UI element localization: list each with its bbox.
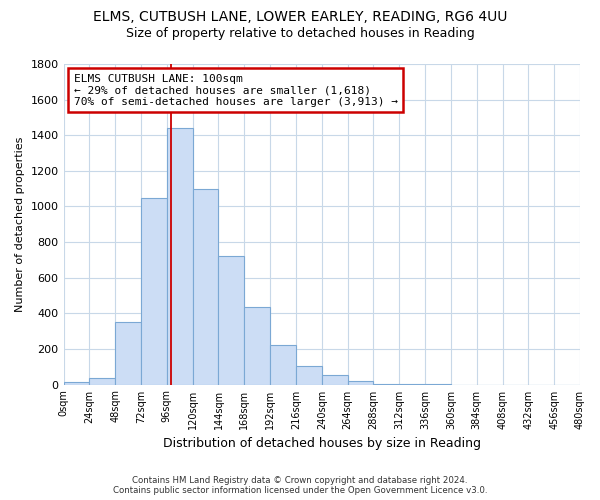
Bar <box>141 198 167 384</box>
Bar <box>167 128 193 384</box>
Bar <box>347 381 373 384</box>
Bar <box>270 346 296 385</box>
Bar <box>244 307 270 384</box>
Bar <box>115 322 141 384</box>
Text: Contains HM Land Registry data © Crown copyright and database right 2024.
Contai: Contains HM Land Registry data © Crown c… <box>113 476 487 495</box>
Y-axis label: Number of detached properties: Number of detached properties <box>15 136 25 312</box>
Bar <box>193 188 218 384</box>
Text: ELMS, CUTBUSH LANE, LOWER EARLEY, READING, RG6 4UU: ELMS, CUTBUSH LANE, LOWER EARLEY, READIN… <box>93 10 507 24</box>
Bar <box>89 378 115 384</box>
X-axis label: Distribution of detached houses by size in Reading: Distribution of detached houses by size … <box>163 437 481 450</box>
Bar <box>218 256 244 384</box>
Bar <box>64 382 89 384</box>
Bar <box>296 366 322 384</box>
Text: ELMS CUTBUSH LANE: 100sqm
← 29% of detached houses are smaller (1,618)
70% of se: ELMS CUTBUSH LANE: 100sqm ← 29% of detac… <box>74 74 398 107</box>
Bar <box>322 375 347 384</box>
Text: Size of property relative to detached houses in Reading: Size of property relative to detached ho… <box>125 28 475 40</box>
